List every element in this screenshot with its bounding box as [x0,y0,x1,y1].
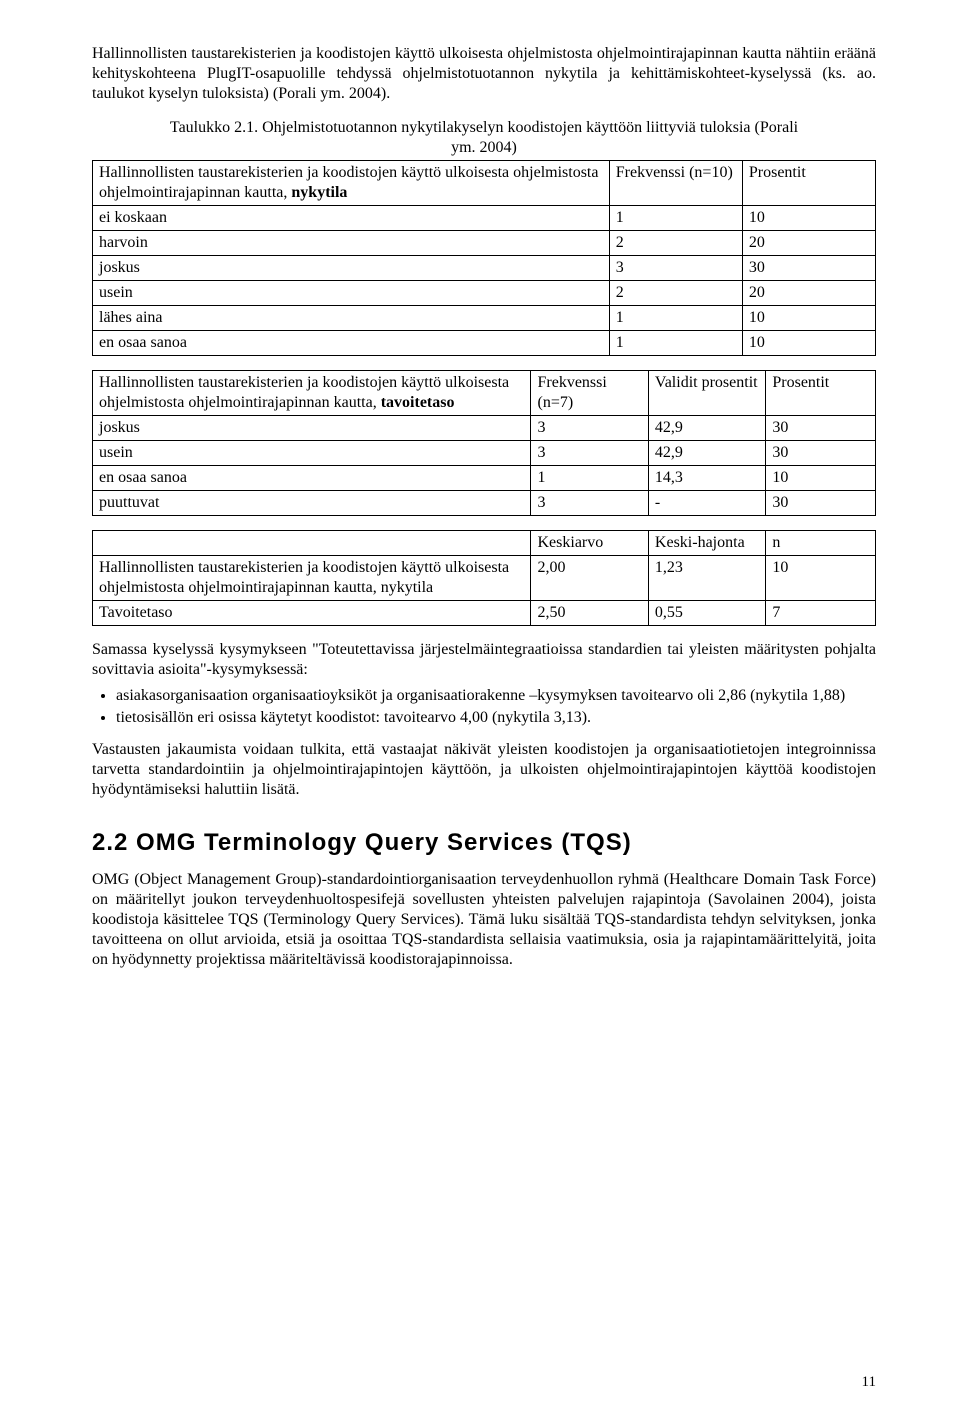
table-header-label: Hallinnollisten taustarekisterien ja koo… [93,371,531,416]
row-label: ei koskaan [93,206,610,231]
header-text-bold: nykytila [291,184,347,201]
row-mean: 2,00 [531,556,648,601]
table-header-row: Hallinnollisten taustarekisterien ja koo… [93,371,876,416]
mean-header: Keskiarvo [531,531,648,556]
row-freq: 1 [531,466,648,491]
row-sd: 0,55 [648,601,765,626]
row-pct: 10 [742,206,875,231]
row-pct: 30 [766,491,876,516]
paragraph-4: OMG (Object Management Group)-standardoi… [92,870,876,970]
n-header: n [766,531,876,556]
table-tavoitetaso: Hallinnollisten taustarekisterien ja koo… [92,370,876,516]
table-row: lähes aina 1 10 [93,306,876,331]
row-label: harvoin [93,231,610,256]
row-pct: 30 [742,256,875,281]
row-valid: - [648,491,765,516]
row-label: usein [93,281,610,306]
list-item: asiakasorganisaation organisaatioyksiköt… [116,686,876,706]
section-heading: 2.2 OMG Terminology Query Services (TQS) [92,828,876,858]
row-label: usein [93,441,531,466]
table-caption-line2: ym. 2004) [451,139,517,156]
page-number: 11 [862,1373,876,1392]
table-caption-line1: Taulukko 2.1. Ohjelmistotuotannon nykyti… [170,119,798,136]
table-caption: Taulukko 2.1. Ohjelmistotuotannon nykyti… [92,118,876,158]
paragraph-2: Samassa kyselyssä kysymykseen "Toteutett… [92,640,876,680]
row-pct: 10 [742,331,875,356]
table-header-row: Hallinnollisten taustarekisterien ja koo… [93,161,876,206]
row-pct: 10 [742,306,875,331]
row-n: 7 [766,601,876,626]
table-row: Tavoitetaso 2,50 0,55 7 [93,601,876,626]
table-header-row: Keskiarvo Keski-hajonta n [93,531,876,556]
table-row: puuttuvat 3 - 30 [93,491,876,516]
row-pct: 20 [742,281,875,306]
row-label: en osaa sanoa [93,331,610,356]
table-row: joskus 3 42,9 30 [93,416,876,441]
row-freq: 1 [609,331,742,356]
table-summary: Keskiarvo Keski-hajonta n Hallinnolliste… [92,530,876,626]
table-row: Hallinnollisten taustarekisterien ja koo… [93,556,876,601]
row-valid: 42,9 [648,416,765,441]
row-freq: 2 [609,281,742,306]
row-label: puuttuvat [93,491,531,516]
row-n: 10 [766,556,876,601]
table-header-label: Hallinnollisten taustarekisterien ja koo… [93,161,610,206]
intro-paragraph: Hallinnollisten taustarekisterien ja koo… [92,44,876,104]
row-label: en osaa sanoa [93,466,531,491]
paragraph-3: Vastausten jakaumista voidaan tulkita, e… [92,740,876,800]
row-freq: 3 [609,256,742,281]
header-text-bold: tavoitetaso [381,394,455,411]
table-row: usein 3 42,9 30 [93,441,876,466]
sd-header: Keski-hajonta [648,531,765,556]
row-valid: 42,9 [648,441,765,466]
row-mean: 2,50 [531,601,648,626]
row-freq: 1 [609,206,742,231]
row-valid: 14,3 [648,466,765,491]
pct-header: Prosentit [766,371,876,416]
valid-header: Validit prosentit [648,371,765,416]
row-label: lähes aina [93,306,610,331]
table-row: joskus 3 30 [93,256,876,281]
row-freq: 3 [531,416,648,441]
row-label: Tavoitetaso [93,601,531,626]
freq-header: Frekvenssi (n=10) [609,161,742,206]
row-label: Hallinnollisten taustarekisterien ja koo… [93,556,531,601]
table-nykytila: Hallinnollisten taustarekisterien ja koo… [92,160,876,356]
row-label: joskus [93,256,610,281]
row-freq: 1 [609,306,742,331]
pct-header: Prosentit [742,161,875,206]
table-row: ei koskaan 1 10 [93,206,876,231]
table-row: harvoin 2 20 [93,231,876,256]
row-freq: 3 [531,491,648,516]
freq-header: Frekvenssi (n=7) [531,371,648,416]
header-text: Hallinnollisten taustarekisterien ja koo… [99,164,598,201]
list-item: tietosisällön eri osissa käytetyt koodis… [116,708,876,728]
table-row: usein 2 20 [93,281,876,306]
row-sd: 1,23 [648,556,765,601]
row-pct: 30 [766,416,876,441]
document-page: Hallinnollisten taustarekisterien ja koo… [0,0,960,1422]
bullet-list: asiakasorganisaation organisaatioyksiköt… [92,686,876,728]
empty-header [93,531,531,556]
row-label: joskus [93,416,531,441]
table-row: en osaa sanoa 1 14,3 10 [93,466,876,491]
row-pct: 10 [766,466,876,491]
row-pct: 30 [766,441,876,466]
table-row: en osaa sanoa 1 10 [93,331,876,356]
row-freq: 2 [609,231,742,256]
row-pct: 20 [742,231,875,256]
row-freq: 3 [531,441,648,466]
